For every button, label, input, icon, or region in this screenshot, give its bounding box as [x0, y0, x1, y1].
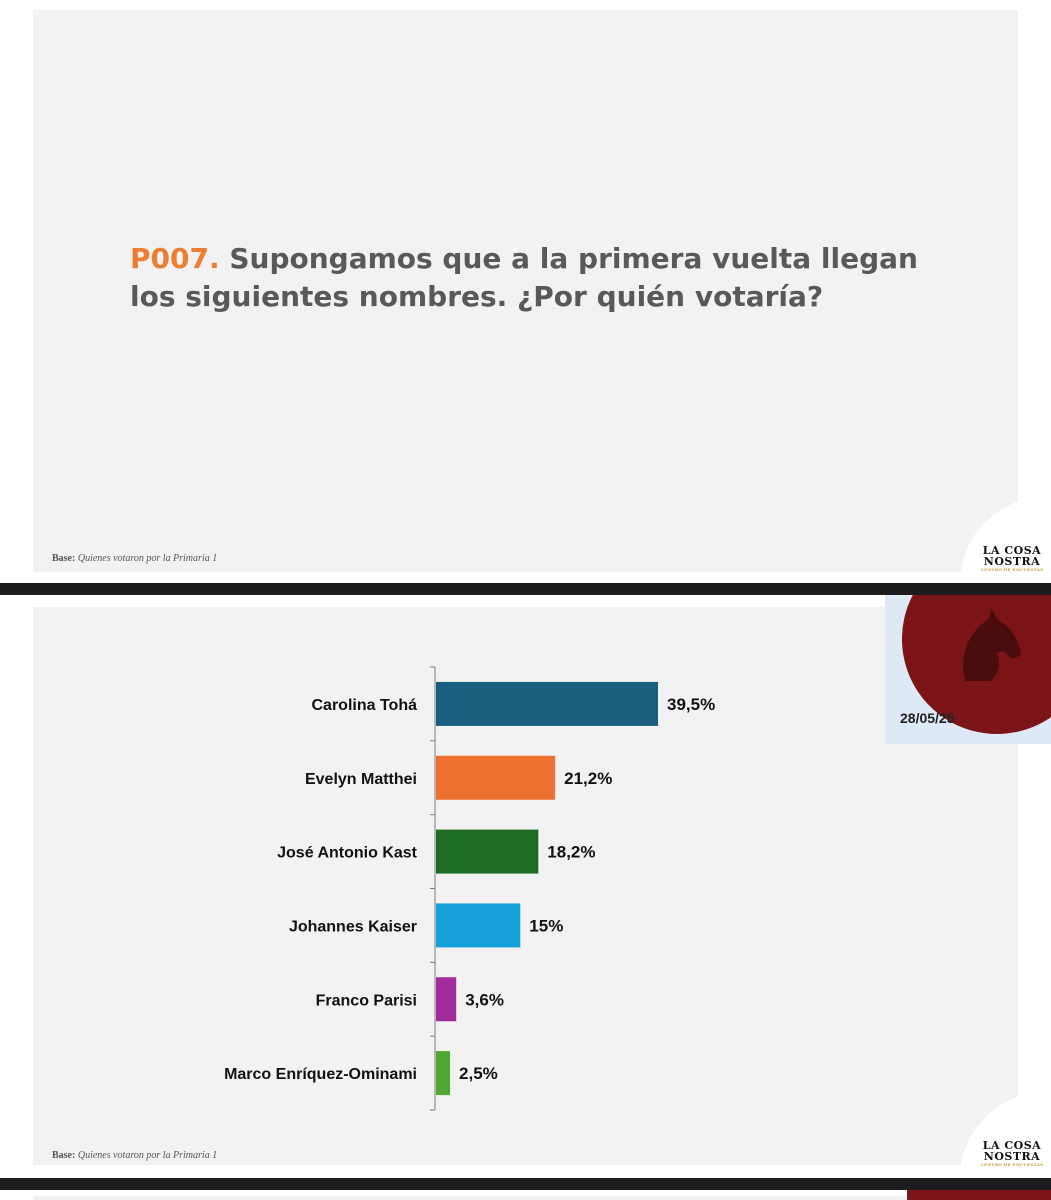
- slide-next-partial: [0, 1190, 1051, 1200]
- bar: [436, 755, 556, 800]
- chess-knight-badge: [902, 595, 1051, 734]
- value-label: 3,6%: [465, 990, 504, 1009]
- slide-next-accent: [907, 1190, 1051, 1200]
- logo: LA COSA NOSTRA CENTRO DE ENCUESTAS: [980, 1140, 1044, 1168]
- base-text: Quienes votaron por la Primaria 1: [77, 553, 218, 564]
- slide-next-background: [33, 1196, 1018, 1200]
- value-label: 21,2%: [564, 769, 612, 788]
- slide-question-background: [33, 10, 1018, 572]
- category-label: Evelyn Matthei: [305, 771, 417, 788]
- bar-chart: Carolina Tohá 39,5% Evelyn Matthei 21,2% Jos…: [224, 666, 715, 1111]
- category-label: Marco Enríquez-Ominami: [224, 1066, 417, 1083]
- bar: [436, 1051, 451, 1096]
- category-label: Carolina Tohá: [312, 697, 418, 714]
- bars: Carolina Tohá 39,5% Evelyn Matthei 21,2% Jos…: [224, 681, 715, 1096]
- base-note: Base: Quienes votaron por la Primaria 1: [52, 553, 217, 564]
- bar: [436, 977, 457, 1022]
- slide-question: P007. Supongamos que a la primera vuelta…: [0, 0, 1051, 583]
- value-label: 18,2%: [547, 843, 595, 862]
- category-label: Johannes Kaiser: [289, 918, 417, 935]
- value-label: 15%: [529, 916, 563, 935]
- logo-line2: NOSTRA: [983, 555, 1041, 568]
- bar: [436, 681, 658, 726]
- logo: LA COSA NOSTRA CENTRO DE ENCUESTAS: [980, 545, 1044, 573]
- logo-sub: CENTRO DE ENCUESTAS: [980, 567, 1044, 572]
- value-label: 2,5%: [459, 1064, 498, 1083]
- value-label: 39,5%: [667, 695, 715, 714]
- logo-line1: LA COSA: [982, 544, 1042, 557]
- base-label: Base:: [52, 553, 76, 564]
- bar: [436, 903, 521, 948]
- bar: [436, 829, 539, 874]
- category-label: Franco Parisi: [316, 992, 417, 1009]
- logo-line2: NOSTRA: [983, 1150, 1041, 1163]
- logo-sub: CENTRO DE ENCUESTAS: [980, 1162, 1044, 1167]
- question-code: P007.: [130, 242, 220, 275]
- question-text: Supongamos que a la primera vuelta llega…: [130, 242, 918, 313]
- date-label: 28/05/25: [900, 710, 955, 726]
- base-note: Base: Quienes votaron por la Primaria 1: [52, 1150, 217, 1161]
- chess-knight-icon: [963, 609, 1021, 681]
- question-heading: P007. Supongamos que a la primera vuelta…: [130, 240, 950, 316]
- base-text: Quienes votaron por la Primaria 1: [77, 1150, 218, 1161]
- base-label: Base:: [52, 1150, 76, 1161]
- logo-line1: LA COSA: [982, 1139, 1042, 1152]
- category-label: José Antonio Kast: [277, 845, 418, 862]
- slide-chart: 28/05/25 Carolina Tohá 39,5% Evelyn Matthe…: [0, 595, 1051, 1178]
- y-axis-ticks: [430, 666, 435, 1111]
